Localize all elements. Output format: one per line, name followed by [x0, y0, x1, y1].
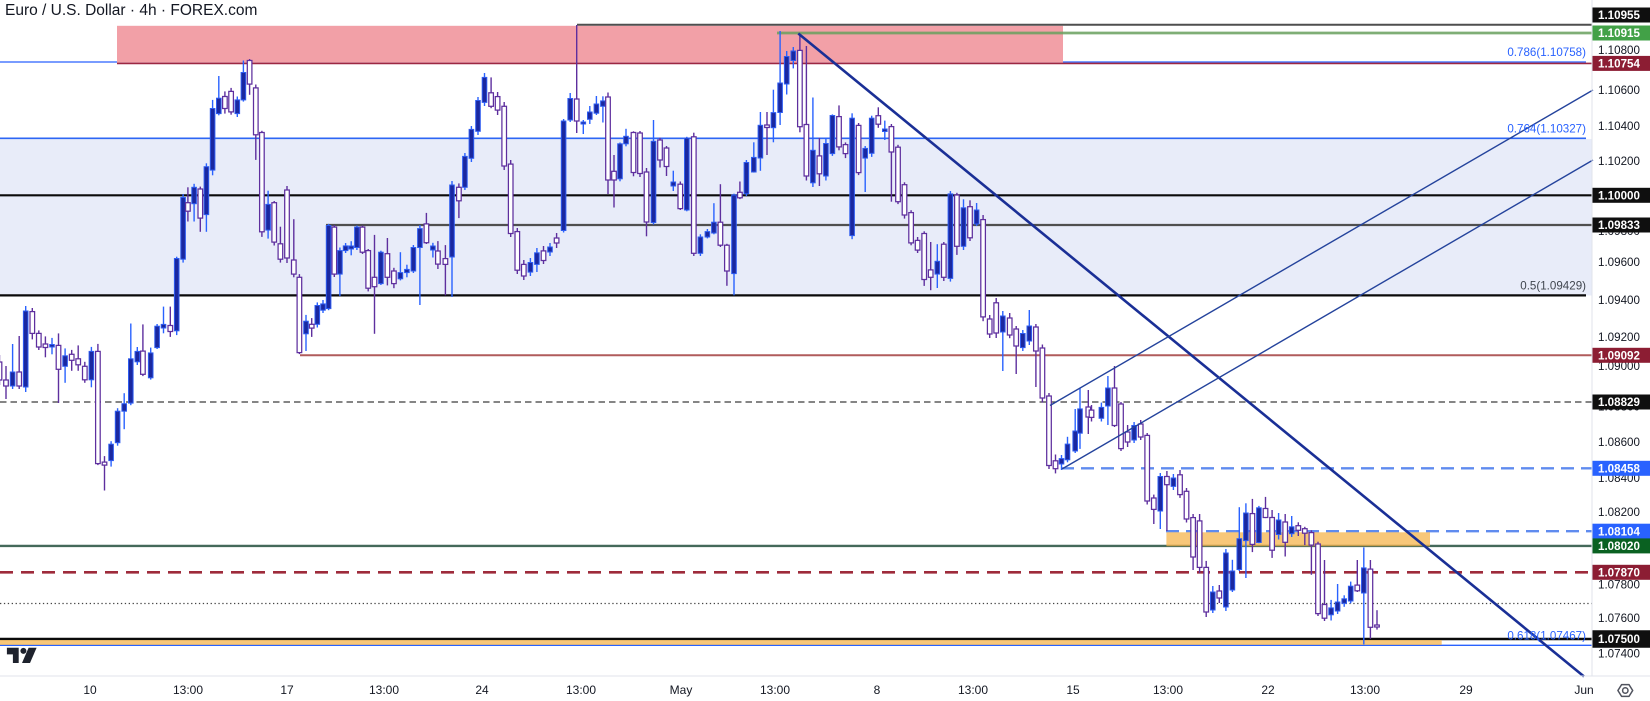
svg-text:1.10200: 1.10200 [1598, 155, 1640, 168]
svg-text:29: 29 [1459, 683, 1473, 697]
svg-text:1.09200: 1.09200 [1598, 331, 1640, 344]
svg-text:1.08200: 1.08200 [1598, 506, 1640, 519]
svg-text:1.09400: 1.09400 [1598, 294, 1640, 307]
svg-text:1.08458: 1.08458 [1598, 463, 1640, 476]
svg-text:15: 15 [1066, 683, 1080, 697]
svg-text:1.08829: 1.08829 [1598, 396, 1640, 409]
svg-text:13:00: 13:00 [566, 683, 596, 697]
svg-text:1.10600: 1.10600 [1598, 84, 1640, 97]
svg-text:13:00: 13:00 [1350, 683, 1380, 697]
svg-text:1.10400: 1.10400 [1598, 120, 1640, 133]
svg-text:17: 17 [280, 683, 294, 697]
svg-text:1.08600: 1.08600 [1598, 436, 1640, 449]
svg-text:0.764(1.10327): 0.764(1.10327) [1507, 122, 1586, 135]
svg-text:13:00: 13:00 [173, 683, 203, 697]
svg-text:May: May [670, 683, 693, 697]
svg-text:1.10754: 1.10754 [1598, 58, 1640, 71]
svg-text:1.07500: 1.07500 [1598, 633, 1640, 646]
svg-text:1.10915: 1.10915 [1598, 27, 1640, 40]
svg-text:1.09600: 1.09600 [1598, 256, 1640, 269]
svg-text:1.09833: 1.09833 [1598, 219, 1640, 232]
svg-text:0.786(1.10758): 0.786(1.10758) [1507, 46, 1586, 59]
svg-text:10: 10 [83, 683, 97, 697]
svg-text:13:00: 13:00 [958, 683, 988, 697]
svg-text:13:00: 13:00 [1153, 683, 1183, 697]
svg-text:22: 22 [1261, 683, 1275, 697]
svg-text:24: 24 [475, 683, 489, 697]
svg-text:0.618(1.07467): 0.618(1.07467) [1507, 629, 1586, 642]
svg-text:0.5(1.09429): 0.5(1.09429) [1520, 279, 1586, 292]
svg-text:1.07400: 1.07400 [1598, 648, 1640, 661]
svg-text:1.08020: 1.08020 [1598, 540, 1640, 553]
svg-text:1.07800: 1.07800 [1598, 579, 1640, 592]
svg-text:1.10000: 1.10000 [1598, 190, 1640, 203]
svg-text:1.10800: 1.10800 [1598, 44, 1640, 57]
svg-text:1.10955: 1.10955 [1598, 9, 1640, 22]
svg-text:Euro / U.S. Dollar · 4h · FORE: Euro / U.S. Dollar · 4h · FOREX.com [5, 2, 257, 19]
svg-text:1.09092: 1.09092 [1598, 350, 1640, 363]
svg-text:1.09000: 1.09000 [1598, 360, 1640, 373]
svg-text:Jun: Jun [1574, 683, 1593, 697]
svg-text:1.07600: 1.07600 [1598, 612, 1640, 625]
svg-text:1.07870: 1.07870 [1598, 567, 1640, 580]
svg-text:13:00: 13:00 [369, 683, 399, 697]
svg-text:13:00: 13:00 [760, 683, 790, 697]
svg-text:1.08104: 1.08104 [1598, 525, 1640, 538]
svg-text:8: 8 [874, 683, 881, 697]
